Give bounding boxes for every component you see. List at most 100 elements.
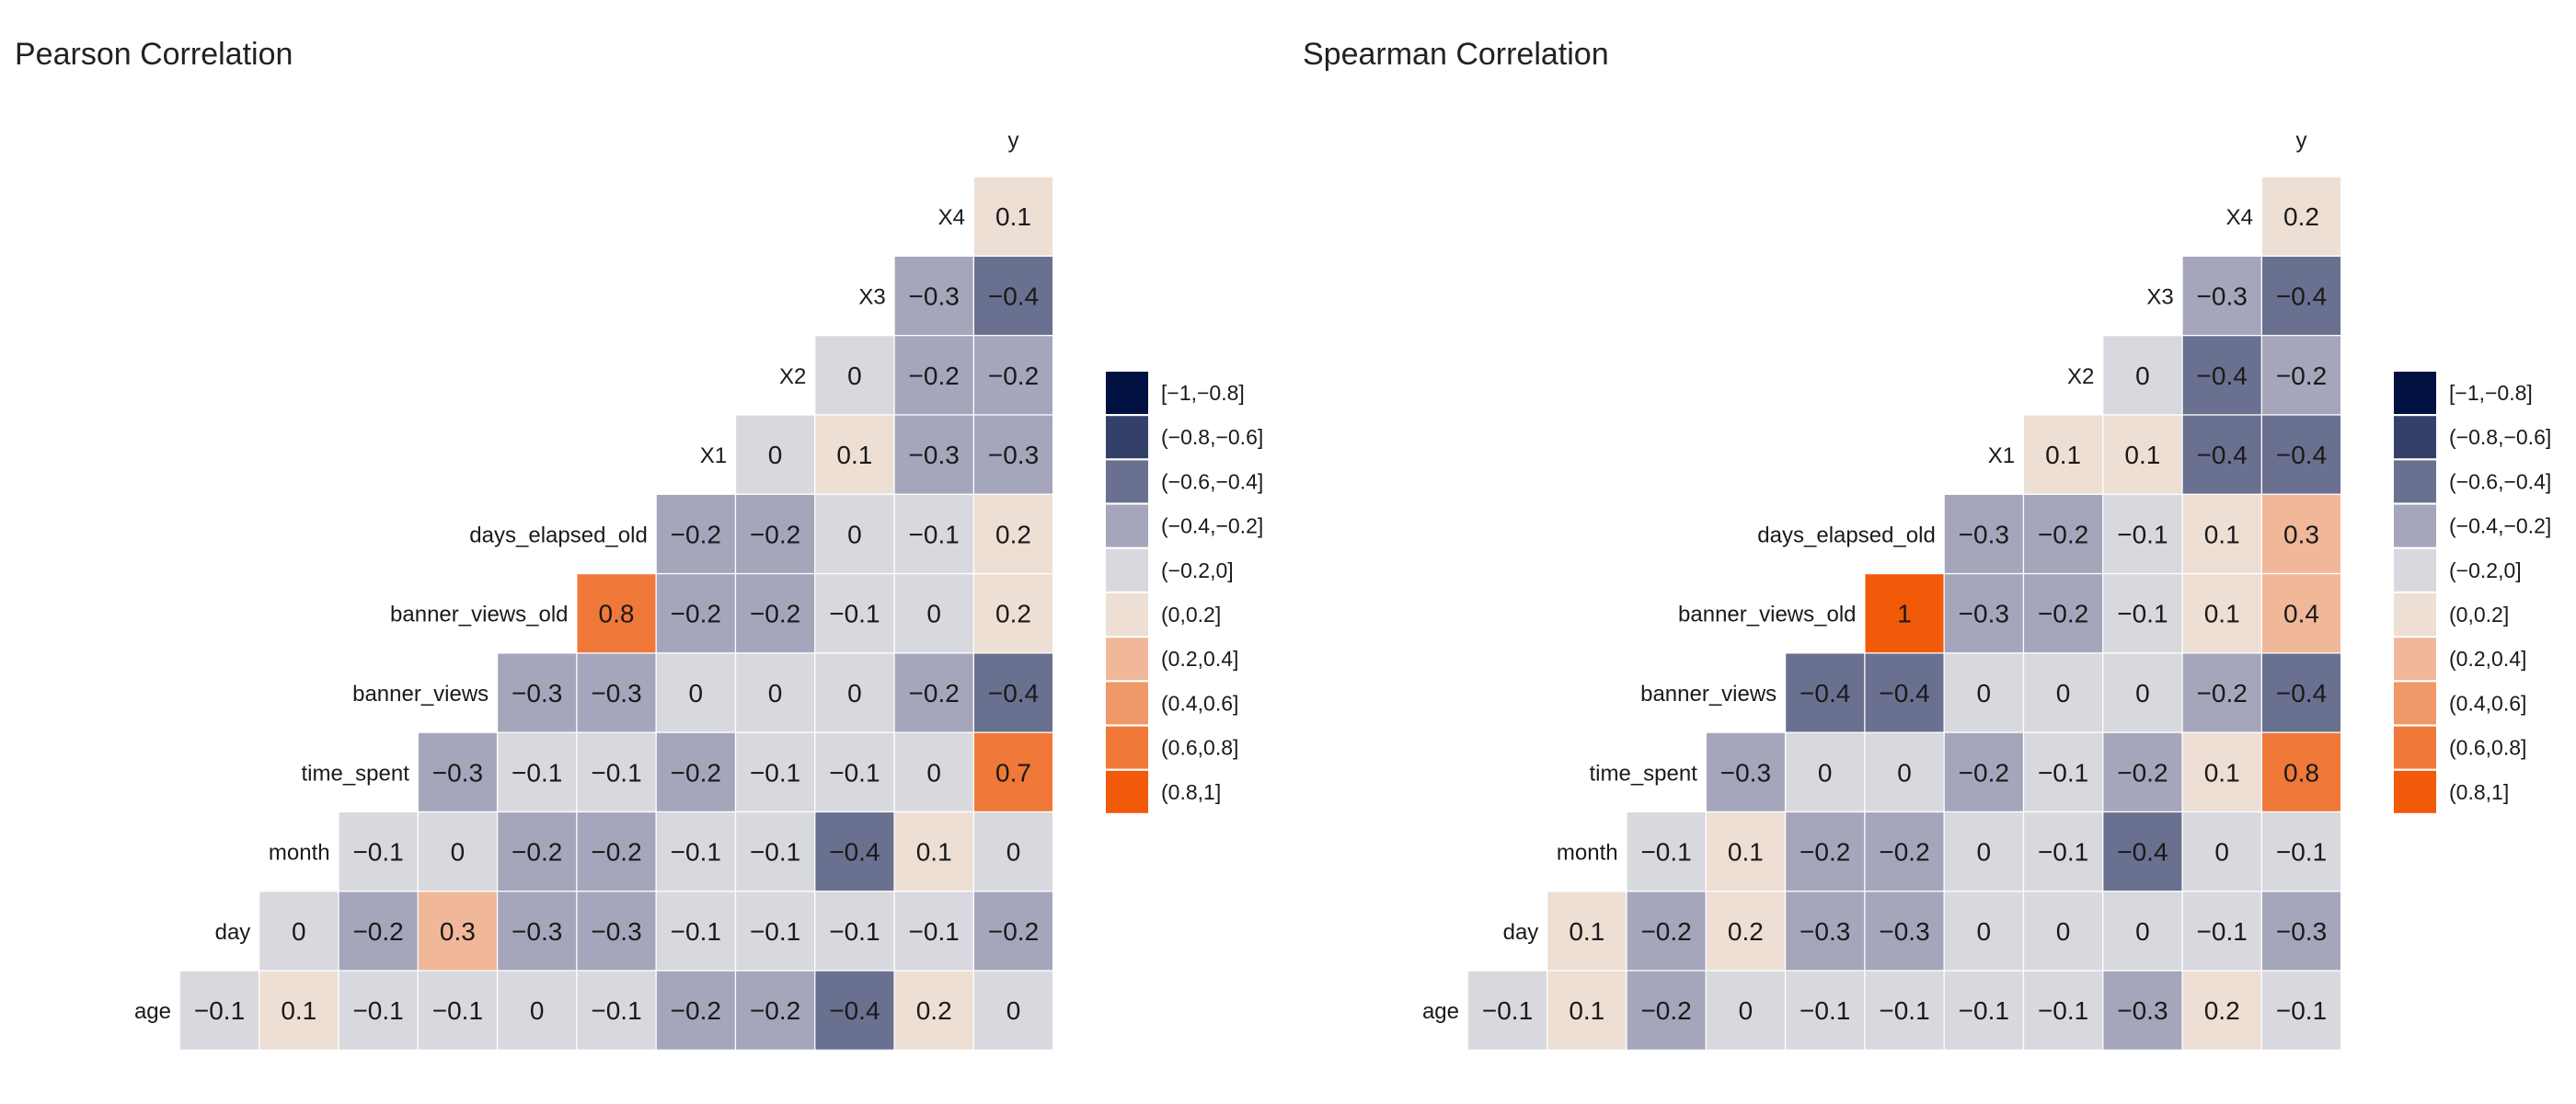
variable-label: y bbox=[1008, 129, 1019, 154]
cell-value-label: 0 bbox=[2056, 917, 2071, 946]
heatmap-cell bbox=[736, 971, 815, 1050]
heatmap-cell bbox=[2024, 574, 2103, 653]
cell-value-label: −0.2 bbox=[909, 362, 960, 390]
spearman-heatmap: −0.1 0.1 −0.2 0 −0.1 −0.1 −0.1 −0.1 −0.3 0.2 −0.1 a… bbox=[1422, 129, 2551, 1050]
heatmap-cell bbox=[2024, 971, 2103, 1050]
cell-value-label: 0 bbox=[2135, 679, 2150, 707]
heatmap-cell bbox=[2182, 257, 2261, 335]
cell-value-label: −0.4 bbox=[2197, 441, 2248, 469]
cell-value-label: −0.1 bbox=[1482, 996, 1533, 1025]
legend-swatch bbox=[2394, 726, 2436, 769]
variable-label: X2 bbox=[779, 364, 806, 389]
legend-label: (−0.8,−0.6] bbox=[2449, 425, 2551, 449]
cell-value-label: −0.3 bbox=[1959, 520, 2009, 548]
heatmap-cell bbox=[180, 971, 259, 1050]
heatmap-cell bbox=[1944, 653, 2023, 732]
cell-value-label: 0.2 bbox=[916, 996, 952, 1025]
variable-label: X2 bbox=[2067, 364, 2094, 389]
variable-label: time_spent bbox=[1589, 761, 1697, 786]
legend-swatch bbox=[2394, 504, 2436, 547]
legend-label: (−0.2,0] bbox=[1161, 558, 1234, 582]
heatmap-cell bbox=[339, 812, 418, 891]
heatmap-cell bbox=[2262, 494, 2340, 573]
cell-value-label: −0.1 bbox=[671, 838, 721, 867]
cell-value-label: −0.4 bbox=[829, 996, 880, 1025]
cell-value-label: −0.2 bbox=[1959, 758, 2009, 787]
cell-value-label: −0.1 bbox=[829, 600, 880, 628]
heatmap-cell bbox=[1865, 971, 1944, 1050]
heatmap-cell bbox=[2103, 971, 2182, 1050]
spearman-panel: Spearman Correlation −0.1 0.1 −0.2 0 −0.1 −0.… bbox=[1288, 0, 2576, 1104]
cell-value-label: 0.1 bbox=[836, 441, 872, 469]
pearson-title: Pearson Correlation bbox=[15, 37, 293, 72]
legend-swatch bbox=[2394, 593, 2436, 636]
heatmap-cell bbox=[2024, 415, 2103, 494]
cell-value-label: −0.1 bbox=[750, 917, 800, 946]
legend-swatch bbox=[1106, 548, 1148, 592]
cell-value-label: 0.1 bbox=[2204, 520, 2240, 548]
variable-label: month bbox=[269, 841, 330, 866]
heatmap-cell bbox=[1786, 971, 1865, 1050]
cell-value-label: −0.2 bbox=[988, 917, 1039, 946]
cell-value-label: 0 bbox=[2135, 917, 2150, 946]
variable-label: X1 bbox=[700, 443, 727, 468]
cell-value-label: 0.4 bbox=[2283, 600, 2319, 628]
legend-label: (−0.8,−0.6] bbox=[1161, 425, 1263, 449]
cell-value-label: −0.2 bbox=[2276, 362, 2327, 390]
heatmap-cell bbox=[418, 891, 497, 971]
legend-swatch bbox=[1106, 726, 1148, 769]
cell-value-label: −0.3 bbox=[512, 679, 562, 707]
cell-value-label: −0.1 bbox=[1879, 996, 1929, 1025]
variable-label: X4 bbox=[2226, 205, 2253, 230]
cell-value-label: 0 bbox=[1006, 996, 1021, 1025]
cell-value-label: −0.1 bbox=[909, 917, 960, 946]
cell-value-label: 0.1 bbox=[2124, 441, 2160, 469]
heatmap-cell bbox=[2024, 494, 2103, 573]
legend-label: (0.8,1] bbox=[2449, 780, 2509, 804]
cell-value-label: 0.1 bbox=[2045, 441, 2081, 469]
cell-value-label: −0.3 bbox=[2276, 917, 2327, 946]
cell-value-label: −0.1 bbox=[194, 996, 245, 1025]
heatmap-cell bbox=[894, 971, 973, 1050]
cell-value-label: 0 bbox=[451, 838, 466, 867]
cell-value-label: −0.3 bbox=[2117, 996, 2168, 1025]
cell-value-label: −0.2 bbox=[750, 520, 800, 548]
heatmap-cell bbox=[2103, 812, 2182, 891]
heatmap-cell bbox=[1706, 732, 1785, 811]
heatmap-cell bbox=[1944, 732, 2023, 811]
legend-swatch bbox=[2394, 638, 2436, 681]
heatmap-cell bbox=[2262, 891, 2340, 971]
heatmap-cell bbox=[418, 971, 497, 1050]
cell-value-label: −0.2 bbox=[909, 679, 960, 707]
cell-value-label: −0.3 bbox=[1720, 758, 1771, 787]
heatmap-cell bbox=[259, 891, 339, 971]
cell-value-label: −0.1 bbox=[829, 758, 880, 787]
legend-label: (0.2,0.4] bbox=[2449, 647, 2526, 671]
cell-value-label: 0.2 bbox=[1728, 917, 1764, 946]
heatmap-cell bbox=[974, 574, 1052, 653]
heatmap-cell bbox=[2103, 574, 2182, 653]
cell-value-label: −0.3 bbox=[909, 441, 960, 469]
cell-value-label: 0 bbox=[1006, 838, 1021, 867]
legend-label: (0.6,0.8] bbox=[2449, 736, 2526, 760]
heatmap-cell bbox=[974, 336, 1052, 415]
heatmap-cell bbox=[894, 574, 973, 653]
legend-swatch bbox=[2394, 682, 2436, 725]
heatmap-cell bbox=[974, 732, 1052, 811]
cell-value-label: −0.3 bbox=[1800, 917, 1850, 946]
cell-value-label: −0.2 bbox=[750, 600, 800, 628]
legend-swatch bbox=[1106, 372, 1148, 414]
variable-label: X4 bbox=[938, 205, 965, 230]
cell-value-label: 0 bbox=[926, 758, 941, 787]
heatmap-cell bbox=[2262, 257, 2340, 335]
heatmap-cell bbox=[1547, 891, 1627, 971]
heatmap-cell bbox=[339, 891, 418, 971]
pearson-heatmap: −0.1 0.1 −0.1 −0.1 0 −0.1 −0.2 −0.2 −0.4 0.2 0 age 0… bbox=[134, 129, 1263, 1050]
heatmap-cell bbox=[815, 971, 894, 1050]
spearman-title: Spearman Correlation bbox=[1303, 37, 1609, 72]
legend-label: (0.6,0.8] bbox=[1161, 736, 1238, 760]
legend-label: (0.8,1] bbox=[1161, 780, 1221, 804]
heatmap-cell bbox=[894, 336, 973, 415]
cell-value-label: −0.2 bbox=[750, 996, 800, 1025]
pearson-panel: Pearson Correlation −0.1 0.1 −0.1 −0.1 0 −0.1… bbox=[15, 37, 1263, 1050]
